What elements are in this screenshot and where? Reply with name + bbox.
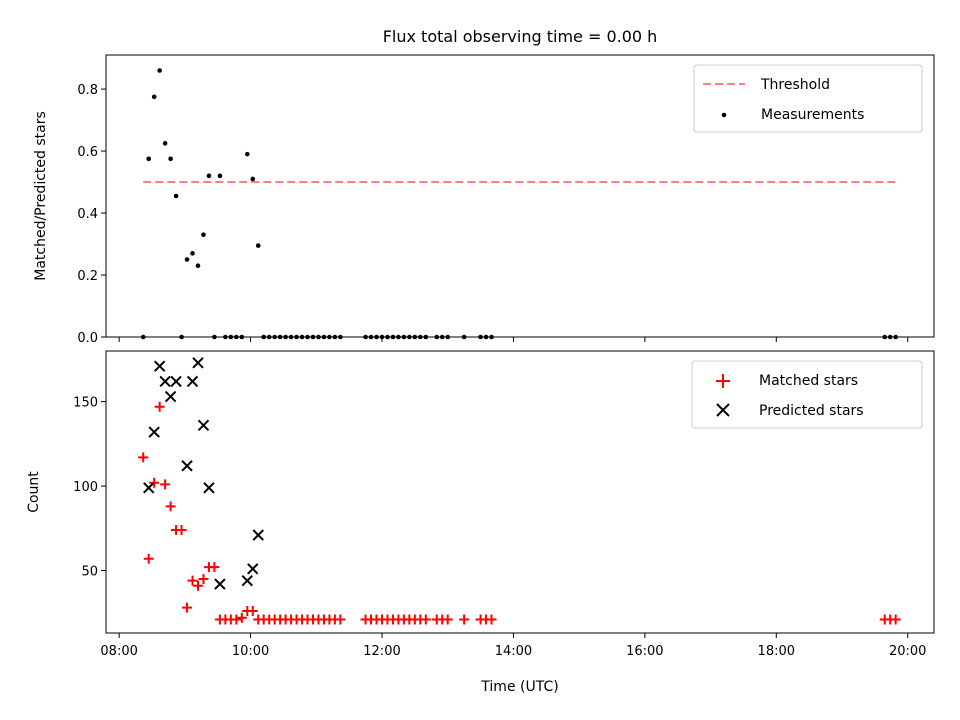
measurements-point: [184, 257, 190, 262]
x-tick-label: 08:00: [100, 644, 137, 659]
count-legend: Matched stars Predicted stars: [691, 360, 923, 429]
measurements-point: [157, 68, 162, 73]
x-tick-label: 12:00: [363, 644, 400, 659]
measurements-point: [255, 243, 261, 248]
measurements-point: [195, 263, 201, 269]
matched-legend-label: Matched stars: [759, 373, 858, 389]
measurements-legend-swatch: [721, 112, 727, 118]
x-axis-label: Time (UTC): [480, 679, 558, 695]
matched-stars-point: [209, 562, 220, 573]
matched-stars-point: [335, 614, 346, 625]
matched-stars-point: [160, 479, 171, 490]
y-tick-label: 50: [81, 565, 98, 580]
matched-stars-point: [138, 452, 149, 463]
count-axes-frame: [105, 350, 935, 634]
predicted-stars-point: [186, 375, 199, 388]
predicted-stars-point: [181, 460, 193, 472]
matched-stars-point: [187, 575, 198, 586]
matched-stars-point: [198, 573, 209, 584]
matched-stars-point: [231, 614, 242, 625]
y-tick-label: 0.6: [77, 145, 98, 160]
predicted-stars-point: [252, 529, 264, 541]
count-panel: 50 100 150 08:00 10:00 12:00 14:00 16:00 18:00 2…: [26, 350, 935, 659]
y-tick-label: 0.4: [77, 207, 98, 222]
measurements-point: [201, 232, 206, 238]
ratio-y-axis-label: Matched/Predicted stars: [33, 111, 49, 281]
measurements-point: [206, 173, 212, 179]
count-legend-box: [691, 360, 923, 429]
predicted-stars-point: [143, 482, 155, 494]
predicted-stars-point: [148, 426, 160, 438]
matched-stars-point: [182, 602, 193, 613]
matched-stars-point: [176, 524, 187, 535]
matched-stars-point: [420, 614, 431, 625]
matched-legend-swatch: [716, 374, 730, 388]
matched-stars-point: [890, 614, 901, 625]
y-tick-label: 0.0: [77, 331, 98, 346]
ratio-panel: 0.00.20.40.60.8 Matched/Predicted stars …: [33, 54, 935, 346]
predicted-stars-point: [153, 360, 166, 372]
matched-stars-point: [143, 553, 154, 564]
count-y-ticks: 50 100 150: [73, 396, 106, 580]
ratio-legend: Threshold Measurements: [693, 64, 923, 133]
matched-stars-point: [486, 614, 497, 625]
matched-stars-point: [165, 501, 176, 512]
predicted-legend-swatch: [716, 403, 730, 417]
predicted-stars-point: [164, 390, 177, 403]
matched-stars-point: [154, 401, 165, 412]
x-tick-label: 18:00: [758, 644, 795, 659]
ratio-x-ticks: [118, 337, 909, 342]
measurements-point: [173, 193, 179, 199]
x-tick-label: 20:00: [889, 644, 926, 659]
count-marks: [138, 357, 901, 625]
x-tick-label: 16:00: [626, 644, 663, 659]
matched-stars-point: [236, 612, 247, 623]
measurements-point: [168, 156, 173, 162]
predicted-stars-point: [159, 375, 171, 388]
measurements-point: [162, 141, 168, 146]
ratio-axes-frame: [105, 54, 935, 338]
matched-stars-point: [247, 606, 258, 617]
threshold-legend-label: Threshold: [760, 77, 830, 93]
predicted-stars-point: [214, 578, 226, 590]
predicted-stars-point: [241, 574, 253, 587]
predicted-stars-point: [203, 482, 215, 494]
measurements-point: [244, 151, 250, 157]
measurements-point: [250, 176, 256, 182]
matched-stars-point: [459, 614, 470, 625]
predicted-stars-point: [247, 563, 259, 575]
measurements-legend-label: Measurements: [761, 107, 864, 123]
measurements-point: [190, 251, 195, 256]
measurements-point: [151, 94, 157, 100]
predicted-stars-point: [170, 375, 182, 388]
y-tick-label: 0.2: [77, 269, 98, 284]
y-tick-label: 0.8: [77, 83, 98, 98]
measurements-point: [146, 156, 152, 162]
ratio-legend-box: [693, 64, 923, 133]
count-x-ticks: 08:00 10:00 12:00 14:00 16:00 18:00 20:00: [100, 633, 926, 659]
matched-stars-point: [442, 614, 453, 625]
matched-stars-point: [193, 580, 203, 591]
predicted-legend-label: Predicted stars: [759, 403, 864, 419]
matched-stars-point: [149, 477, 160, 488]
predicted-stars-point: [192, 357, 204, 369]
ratio-y-ticks: 0.0 0.2 0.4 0.6 0.8: [77, 83, 106, 346]
chart-title: Flux total observing time = 0.00 h: [383, 27, 658, 46]
count-y-axis-label: Count: [26, 471, 42, 513]
y-tick-label: 150: [73, 396, 98, 411]
predicted-stars-point: [197, 419, 210, 432]
x-tick-label: 14:00: [495, 644, 532, 659]
measurements-point: [217, 173, 223, 179]
y-tick-label: 100: [73, 480, 98, 495]
x-tick-label: 10:00: [232, 644, 269, 659]
